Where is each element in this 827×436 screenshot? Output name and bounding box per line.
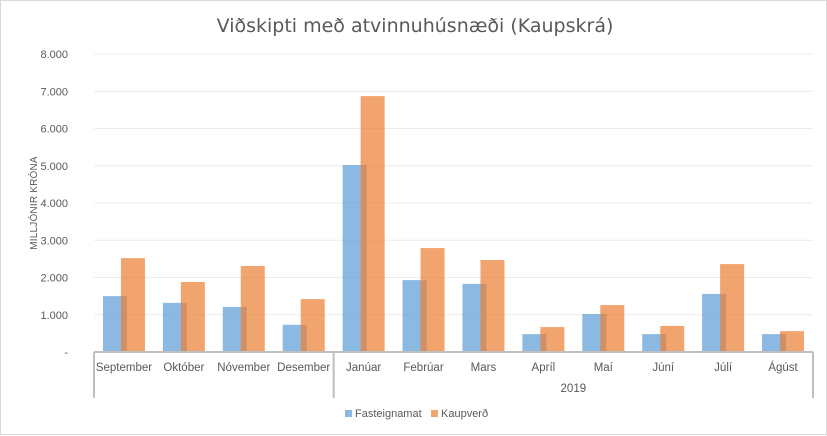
bar-kaupverð <box>180 281 205 352</box>
x-tick-label: Janúar <box>346 362 381 374</box>
chart-title: Viðskipti með atvinnuhúsnæði (Kaupskrá) <box>217 15 614 37</box>
y-tick-label: 7.000 <box>40 86 68 98</box>
y-tick-label: - <box>64 347 68 359</box>
x-tick-label: Nóvember <box>217 362 270 374</box>
y-axis-ticks: - 1.000 2.000 3.000 4.000 5.000 6.000 7.000 8.00… <box>40 49 68 359</box>
x-axis: 2019 September Október Nóvember Desember Janú… <box>93 351 814 398</box>
x-tick-label: September <box>96 362 152 374</box>
x-tick-label: Júní <box>652 362 675 374</box>
bar-kaupverð <box>540 327 565 352</box>
legend-swatch <box>431 410 438 417</box>
x-tick-label: Júlí <box>714 362 733 374</box>
bar-kaupverð <box>780 331 805 352</box>
bar-series <box>102 96 805 352</box>
y-tick-label: 4.000 <box>40 198 68 210</box>
gridlines <box>94 53 813 316</box>
bar-kaupverð <box>240 265 265 352</box>
bar-kaupverð <box>660 325 685 352</box>
bar-kaupverð <box>720 264 745 352</box>
y-tick-label: 6.000 <box>40 124 68 136</box>
bar-kaupverð <box>360 96 385 352</box>
bar-kaupverð <box>480 259 505 352</box>
x-group-label: 2019 <box>561 383 587 395</box>
bar-kaupverð <box>600 305 625 352</box>
legend-label: Kaupverð <box>441 408 488 420</box>
x-tick-label: Desember <box>277 362 330 374</box>
bar-kaupverð <box>300 299 325 352</box>
legend: Fasteignamat Kaupverð <box>345 408 488 420</box>
x-tick-label: Október <box>163 362 204 374</box>
bar-kaupverð <box>420 248 445 352</box>
legend-swatch <box>345 410 352 417</box>
y-tick-label: 8.000 <box>40 49 68 61</box>
y-tick-label: 3.000 <box>40 235 68 247</box>
x-tick-label: Mars <box>471 362 497 374</box>
bar-kaupverð <box>120 258 145 352</box>
y-tick-label: 2.000 <box>40 273 68 285</box>
x-tick-label: Ágúst <box>768 361 798 374</box>
x-tick-label: Febrúar <box>403 362 443 374</box>
y-axis-label: MILLJÓNIR KRÓNA <box>27 156 40 250</box>
x-tick-label: Apríl <box>532 362 556 374</box>
y-tick-label: 1.000 <box>40 310 68 322</box>
legend-label: Fasteignamat <box>355 408 422 420</box>
y-tick-label: 5.000 <box>40 161 68 173</box>
x-tick-label: Maí <box>594 362 614 374</box>
